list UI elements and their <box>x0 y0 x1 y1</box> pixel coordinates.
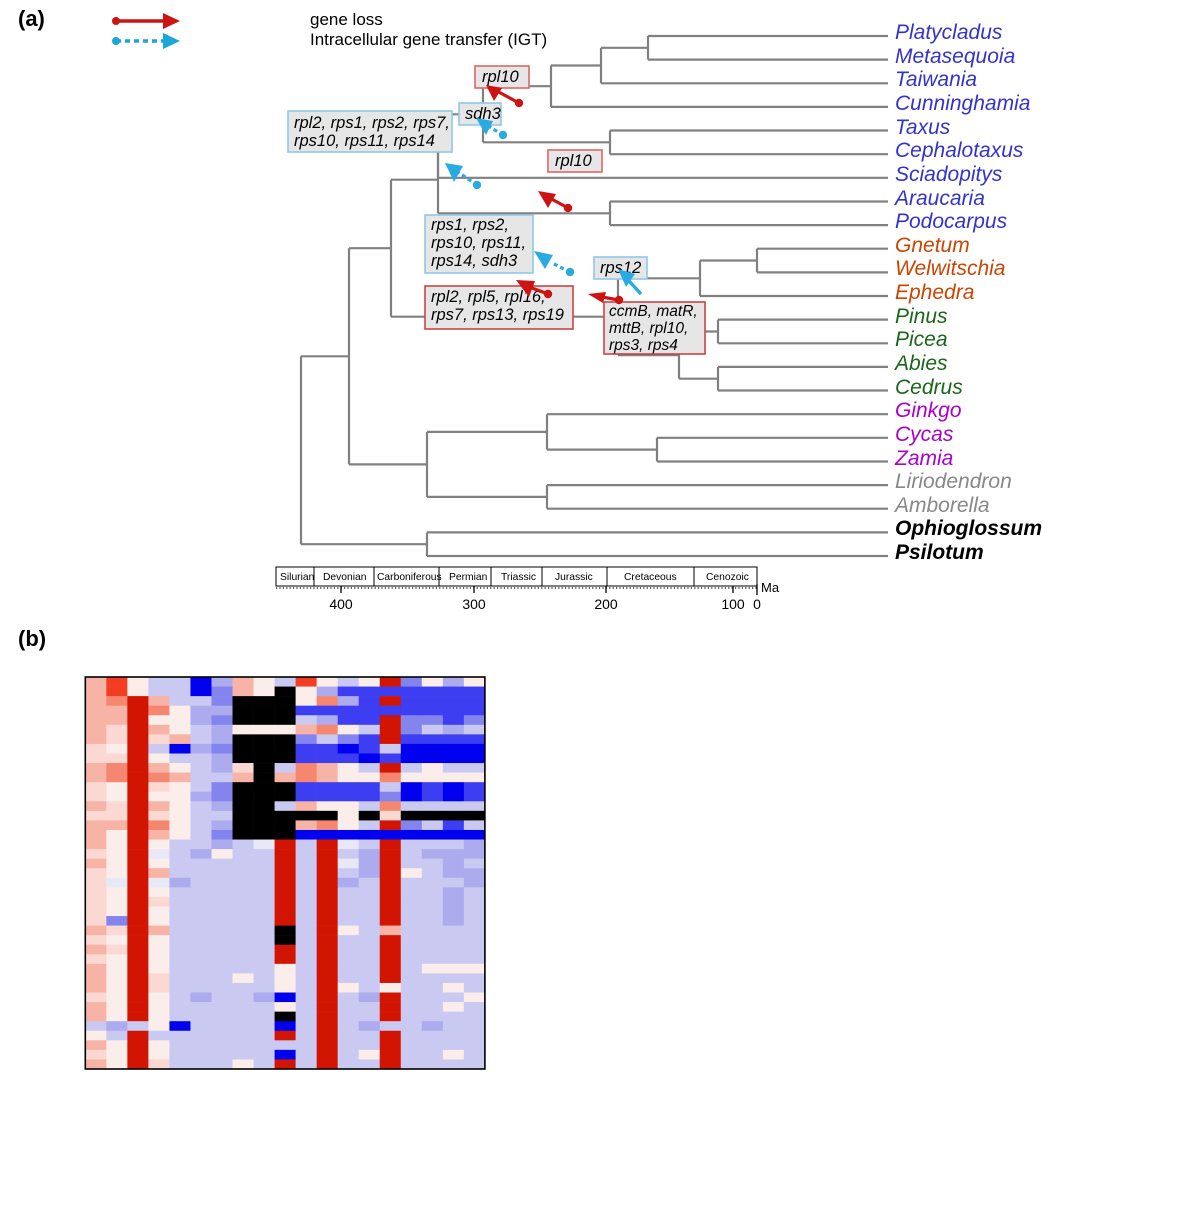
svg-text:Permian: Permian <box>449 572 488 583</box>
svg-text:200: 200 <box>594 596 618 612</box>
svg-text:Ma: Ma <box>761 580 780 595</box>
svg-text:100: 100 <box>721 596 745 612</box>
svg-text:Silurian: Silurian <box>280 572 315 583</box>
svg-text:300: 300 <box>462 596 486 612</box>
svg-text:Devonian: Devonian <box>323 572 367 583</box>
svg-text:0: 0 <box>753 596 761 612</box>
svg-text:Cretaceous: Cretaceous <box>624 572 677 583</box>
svg-text:Triassic: Triassic <box>501 572 536 583</box>
svg-text:400: 400 <box>329 596 353 612</box>
svg-text:Jurassic: Jurassic <box>555 572 593 583</box>
svg-text:Carboniferous: Carboniferous <box>377 572 442 583</box>
svg-text:Cenozoic: Cenozoic <box>706 572 749 583</box>
